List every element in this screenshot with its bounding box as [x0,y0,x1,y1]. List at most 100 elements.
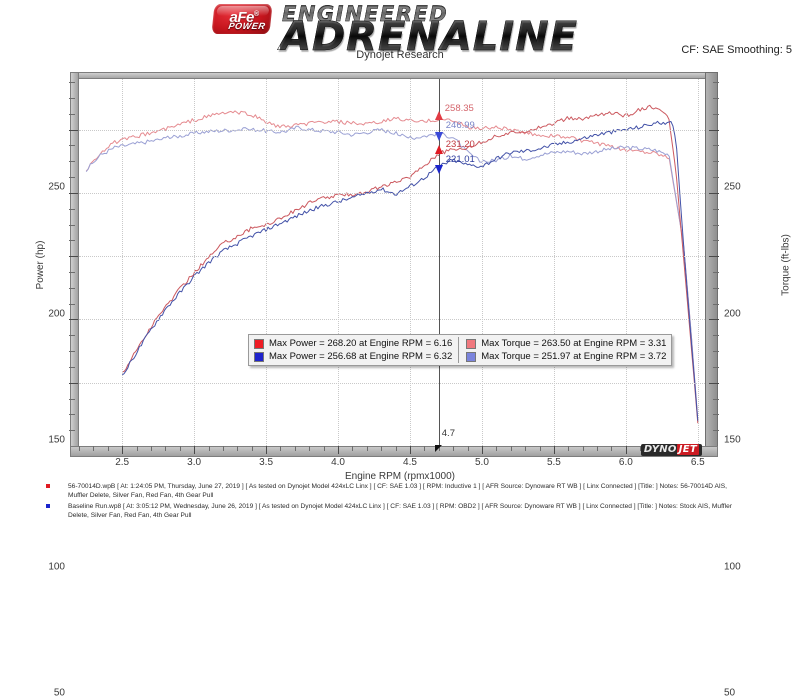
tick-left-major: 200 [48,192,78,319]
footer-text-baseline-line1: Baseline Run.wp8 [ At: 3:05:12 PM, Wedne… [68,503,732,511]
legend-row-torque-1[interactable]: Max Torque = 263.50 at Engine RPM = 3.31 [464,337,668,350]
afe-registered-mark: ® [253,11,259,18]
legend-row-power-1[interactable]: Max Power = 268.20 at Engine RPM = 6.16 [252,337,454,350]
cursor-marker-3 [434,145,443,155]
y-axis-right-label: 100 [724,561,741,573]
engineered-wordmark: ENGINEERED [282,2,449,26]
tick-bottom-minor [467,446,469,451]
legend-row-torque-2[interactable]: Max Torque = 251.97 at Engine RPM = 3.72 [464,350,668,363]
cf-smoothing-label: CF: SAE Smoothing: 5 [681,44,792,56]
x-axis-title: Engine RPM (rpmx1000) [344,471,456,482]
gridline-horizontal [79,192,705,194]
tick-minor [713,177,719,179]
legend-swatch-blue [254,351,264,362]
tick-minor [69,224,75,226]
axis-bar-top [70,72,718,79]
tick-bottom-minor [136,446,138,451]
tick-right-major: 200 [709,192,741,319]
tick-bottom-major [194,446,196,454]
gridline-horizontal [79,129,705,131]
tick-bottom-minor [640,446,642,451]
tick-bottom-minor [309,446,311,451]
tick-bottom-minor [294,446,296,451]
tick-minor [69,335,75,337]
tick-minor [69,351,75,353]
x-axis-label: 3.5 [259,457,274,468]
legend-row-power-2[interactable]: Max Power = 256.68 at Engine RPM = 6.32 [252,350,454,363]
tick-bottom-minor [237,446,239,451]
tick-minor [713,430,719,432]
tick-minor [713,97,719,99]
tick-minor [69,287,75,289]
tick-minor [69,145,75,147]
tick-minor [713,398,719,400]
x-axis-label: 5.5 [546,457,561,468]
tick-minor [713,351,719,353]
tick-bottom-minor [395,446,397,451]
gridline-vertical [625,79,627,446]
dynojet-jet-text: JET [676,444,699,455]
adrenaline-wordmark: ADRENALINE [280,14,578,60]
tick-minor [69,177,75,179]
tick-minor [69,97,75,99]
footer-bullet-red-icon [46,484,50,488]
gridline-vertical [481,79,483,446]
run-metadata-footer: 56-70014D.wpB [ At: 1:24:05 PM, Thursday… [0,483,800,523]
curve-2 [85,125,699,421]
tick-bottom-minor [525,446,527,451]
y-axis-title-torque: Torque (ft-lbs) [780,234,792,296]
y-axis-right-label: 250 [724,181,741,193]
tick-bottom-minor [597,446,599,451]
tick-bottom-minor [93,446,95,451]
tick-left-major: 50 [54,382,78,699]
tick-left-major: 150 [48,256,78,446]
footer-text-baseline-line2: Delete, Silver Fan, Red Fan, 4th Gear Pu… [68,511,192,519]
cursor-readout-value-3: 231.20 [445,139,475,151]
tick-bottom-major [338,446,340,454]
tick-bottom-minor [150,446,152,451]
cursor-pointer-icon[interactable] [434,445,442,452]
gridline-vertical [338,79,340,446]
y-axis-left-label: 200 [48,308,65,320]
afe-power-text: POWER [227,21,267,31]
legend-torque-column: Max Torque = 263.50 at Engine RPM = 3.31… [458,337,668,363]
afe-brand-label: aFe [229,9,254,26]
gridline-vertical [697,79,699,446]
x-axis-label: 5.0 [474,457,489,468]
chart-legend[interactable]: Max Power = 268.20 at Engine RPM = 6.16 … [248,334,673,366]
tick-bottom-minor [280,446,282,451]
dynojet-dyno-text: DYNO [643,444,677,455]
tick-bottom-major [122,446,124,454]
legend-label-max-torque-2: Max Torque = 251.97 at Engine RPM = 3.72 [481,351,667,362]
y-axis-left-label: 150 [48,434,65,446]
gridline-vertical [122,79,124,446]
tick-minor [69,303,75,305]
page-header: aFe® POWER ENGINEERED ADRENALINE Dynojet… [0,0,800,62]
tick-right-major: 100 [709,319,741,572]
footer-bullet-blue-icon [46,504,50,509]
tick-bottom-minor [510,446,512,451]
tick-bottom-minor [179,446,181,451]
tick-left-major: 250 [48,129,78,193]
tick-bottom-minor [453,446,455,451]
y-axis-right-label: 200 [724,308,741,320]
tick-minor [69,113,75,115]
plot-area[interactable]: 258.35 246.99 231.20 221.01 [79,79,705,446]
axis-bar-bottom [70,446,718,457]
tick-bottom-major [409,446,411,454]
cursor-readout-value-1: 258.35 [444,103,474,115]
legend-label-max-power-1: Max Power = 268.20 at Engine RPM = 6.16 [269,338,453,349]
y-axis-left-label: 100 [48,561,65,573]
tick-minor [713,82,719,84]
x-axis-label: 4.5 [403,457,417,468]
cursor-line[interactable] [438,79,440,446]
tick-bottom-minor [208,446,210,451]
x-axis-label: 3.0 [187,457,202,468]
tick-minor [713,208,719,210]
gridline-horizontal [79,319,705,321]
tick-minor [69,366,75,368]
x-axis-label: 6.5 [690,457,705,468]
curve-1 [85,110,699,421]
tick-bottom-minor [222,446,224,451]
gridline-horizontal [79,256,705,258]
